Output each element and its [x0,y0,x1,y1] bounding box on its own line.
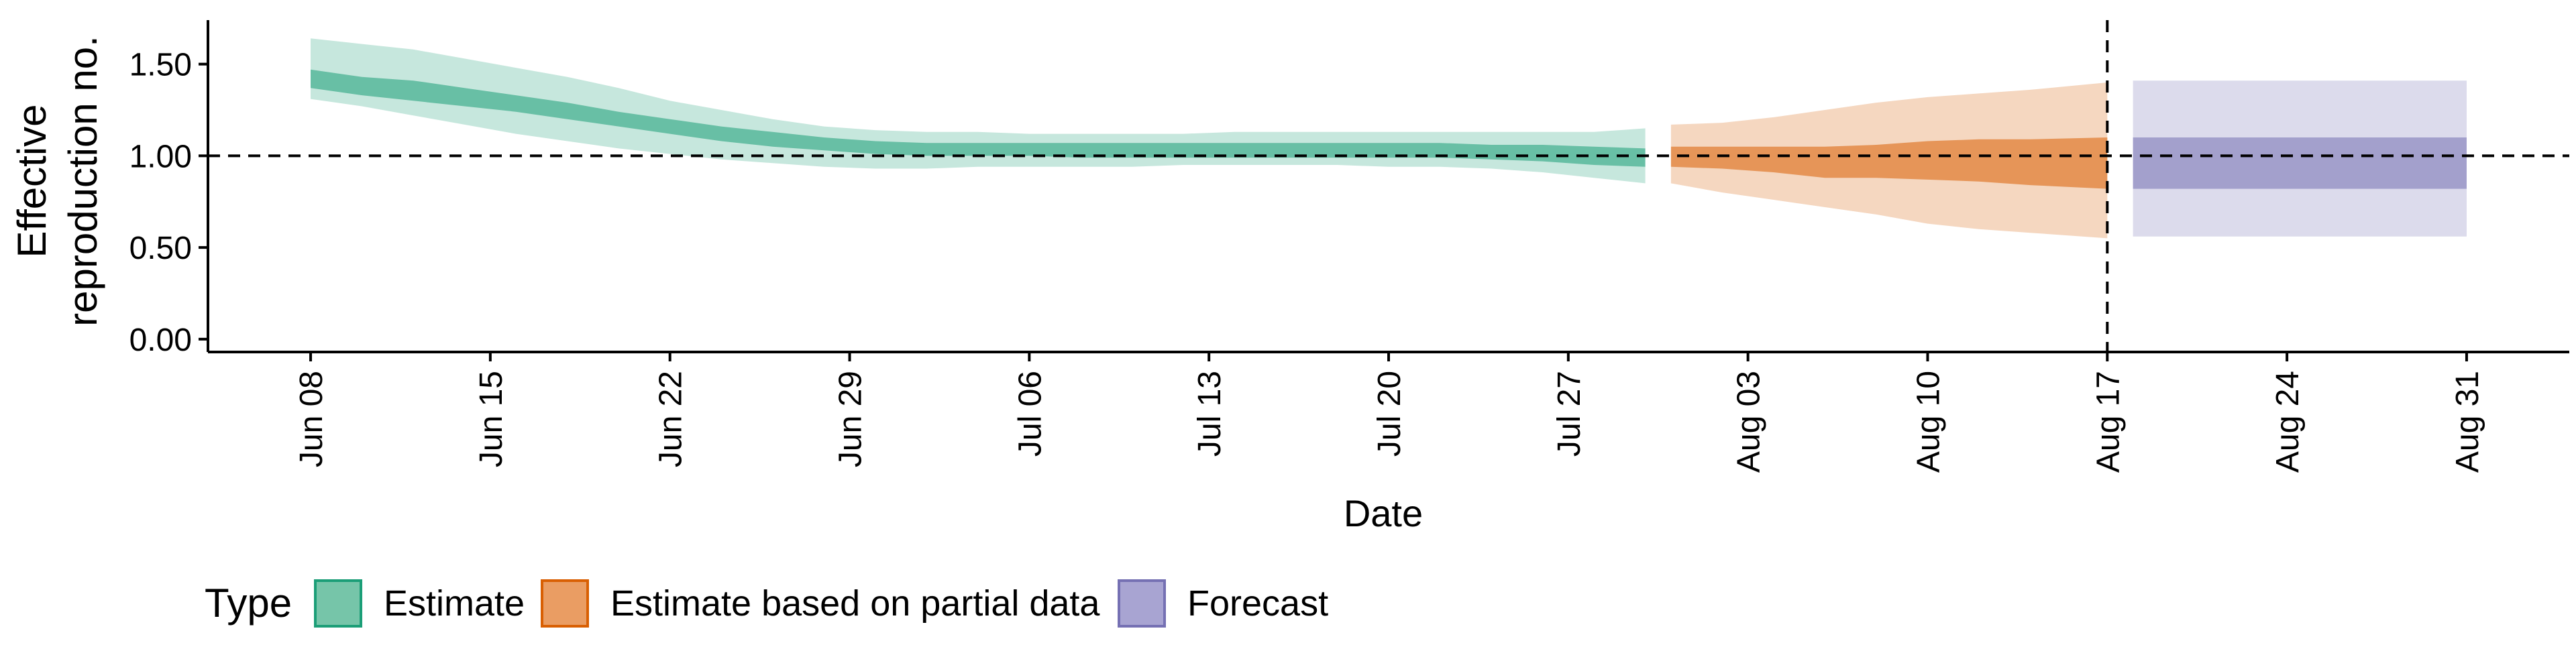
x-tick-label-0: Jun 08 [294,371,329,467]
ribbons-layer [311,38,2467,239]
legend-label-forecast: Forecast [1187,583,1328,624]
x-tick-label-2: Jun 22 [653,371,689,467]
forecast-ribbon-50 [2133,137,2467,189]
reference-lines [208,20,2569,352]
legend-title: Type [205,581,292,626]
x-axis-title: Date [1344,492,1423,534]
x-tick-label-9: Aug 10 [1911,371,1947,473]
legend-label-estimate-based-on-partial-data: Estimate based on partial data [610,583,1100,624]
y-axis-title-line-2: reproduction no. [60,36,105,327]
x-tick-label-8: Aug 03 [1731,371,1767,473]
x-tick-label-4: Jul 06 [1012,371,1048,457]
estimate-based-on-partial-data-ribbon-50 [1670,137,2108,189]
x-tick-label-7: Jul 27 [1552,371,1587,457]
legend-label-estimate: Estimate [384,583,525,624]
x-tick-label-11: Aug 24 [2270,371,2306,473]
x-tick-label-6: Jul 20 [1372,371,1407,457]
legend-key-estimate [314,579,362,628]
axes-layer: 0.00 0.50 1.00 1.50 Jun 08 Jun 15 Jun 22 Jun 29… [129,20,2569,473]
legend-key-forecast [1118,579,1166,628]
y-tick-label-2: 1.00 [129,139,192,174]
x-tick-label-3: Jun 29 [833,371,869,467]
legend: Type Estimate Estimate based on partial d… [205,579,1328,628]
legend-key-estimate-based-on-partial-data [541,579,589,628]
y-tick-label-3: 1.50 [129,48,192,83]
y-tick-label-1: 0.50 [129,231,192,266]
x-tick-label-1: Jun 15 [474,371,509,467]
y-axis-title-line-1: Effective [9,104,54,257]
x-tick-label-12: Aug 31 [2450,371,2485,473]
estimate-ribbon-50 [311,69,1646,167]
x-tick-label-5: Jul 13 [1192,371,1228,457]
x-tick-label-10: Aug 17 [2090,371,2126,473]
y-tick-label-0: 0.00 [129,322,192,358]
